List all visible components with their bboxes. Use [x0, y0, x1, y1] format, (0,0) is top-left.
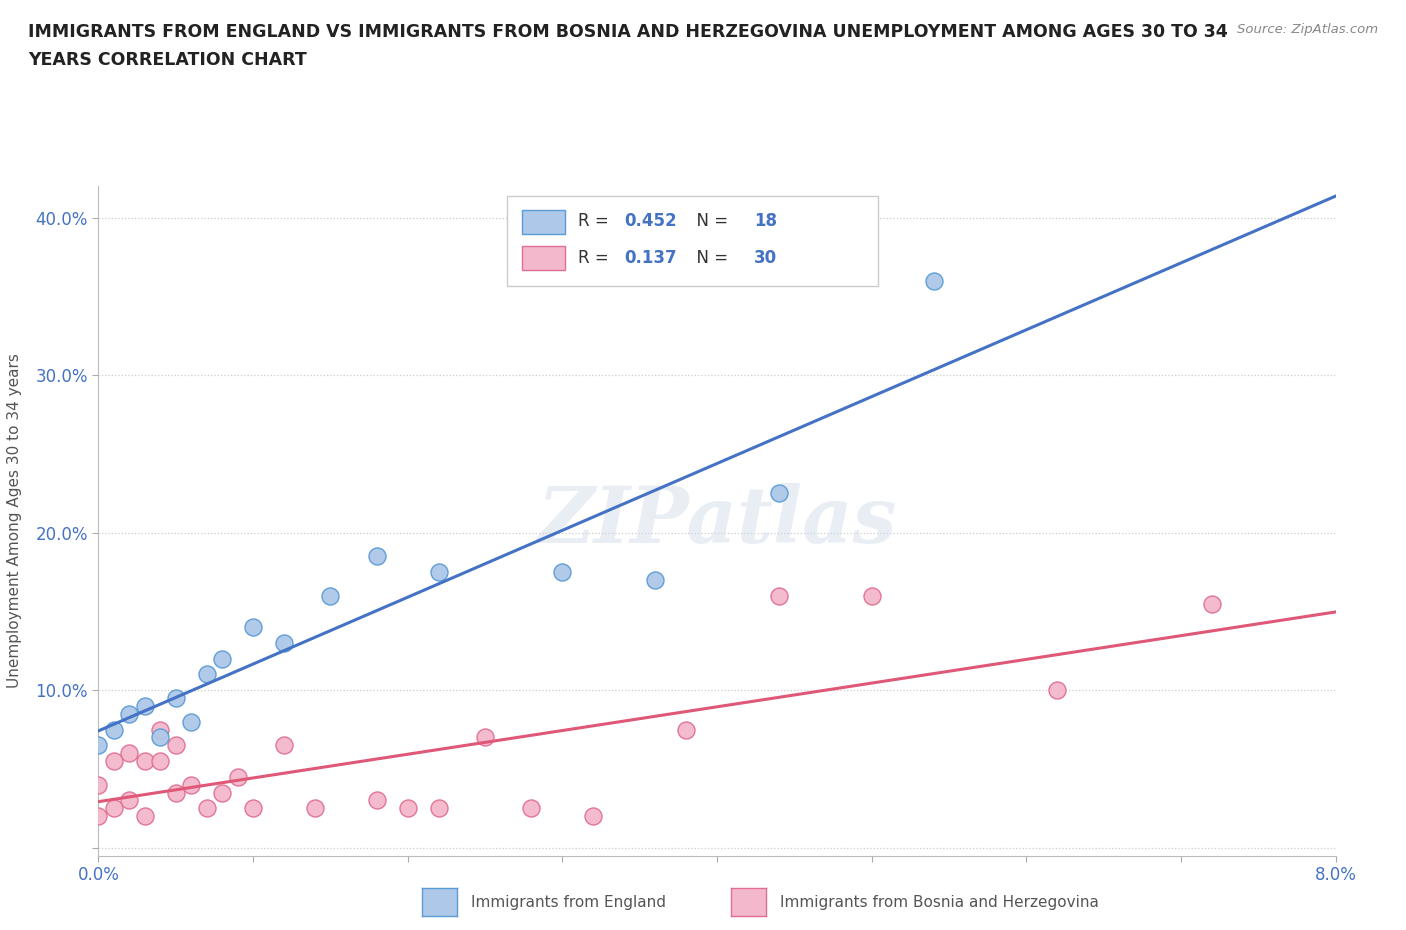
Point: [675, 722, 697, 737]
Point: [427, 565, 450, 579]
Y-axis label: Unemployment Among Ages 30 to 34 years: Unemployment Among Ages 30 to 34 years: [7, 353, 21, 688]
Point: [273, 737, 295, 752]
Text: Immigrants from England: Immigrants from England: [471, 895, 666, 910]
Point: [768, 485, 790, 500]
Point: [149, 753, 172, 768]
Point: [211, 651, 233, 666]
Point: [149, 722, 172, 737]
Text: Source: ZipAtlas.com: Source: ZipAtlas.com: [1237, 23, 1378, 36]
FancyBboxPatch shape: [506, 196, 877, 286]
Text: R =: R =: [578, 212, 614, 231]
Text: ZIPatlas: ZIPatlas: [537, 483, 897, 559]
Bar: [522, 210, 565, 233]
Point: [180, 714, 202, 729]
Point: [366, 549, 388, 564]
Point: [922, 273, 945, 288]
Point: [860, 588, 883, 603]
Text: 30: 30: [754, 248, 778, 267]
Point: [87, 777, 110, 792]
Point: [551, 565, 574, 579]
Point: [134, 753, 156, 768]
Point: [226, 769, 249, 784]
Point: [304, 801, 326, 816]
Bar: [522, 246, 565, 270]
Point: [165, 785, 187, 800]
Point: [118, 707, 141, 722]
Point: [396, 801, 419, 816]
Point: [242, 801, 264, 816]
Point: [211, 785, 233, 800]
Text: 18: 18: [754, 212, 778, 231]
Point: [1201, 596, 1223, 611]
Point: [180, 777, 202, 792]
Point: [165, 691, 187, 706]
Point: [582, 809, 605, 824]
Point: [165, 737, 187, 752]
Point: [1046, 683, 1069, 698]
Point: [149, 730, 172, 745]
Point: [195, 801, 218, 816]
Text: IMMIGRANTS FROM ENGLAND VS IMMIGRANTS FROM BOSNIA AND HERZEGOVINA UNEMPLOYMENT A: IMMIGRANTS FROM ENGLAND VS IMMIGRANTS FR…: [28, 23, 1227, 41]
Point: [427, 801, 450, 816]
Text: N =: N =: [686, 248, 734, 267]
Text: N =: N =: [686, 212, 734, 231]
Point: [644, 573, 666, 588]
Point: [195, 667, 218, 682]
Point: [366, 793, 388, 808]
Point: [118, 793, 141, 808]
Point: [474, 730, 496, 745]
Point: [319, 588, 342, 603]
Point: [87, 809, 110, 824]
Point: [134, 809, 156, 824]
Point: [134, 698, 156, 713]
Text: R =: R =: [578, 248, 614, 267]
Point: [768, 588, 790, 603]
Point: [520, 801, 543, 816]
Point: [103, 801, 125, 816]
Text: Immigrants from Bosnia and Herzegovina: Immigrants from Bosnia and Herzegovina: [780, 895, 1099, 910]
Point: [273, 635, 295, 650]
Point: [103, 753, 125, 768]
Point: [118, 746, 141, 761]
Point: [87, 737, 110, 752]
Text: YEARS CORRELATION CHART: YEARS CORRELATION CHART: [28, 51, 307, 69]
Point: [242, 619, 264, 634]
Text: 0.452: 0.452: [624, 212, 676, 231]
Point: [103, 722, 125, 737]
Text: 0.137: 0.137: [624, 248, 676, 267]
